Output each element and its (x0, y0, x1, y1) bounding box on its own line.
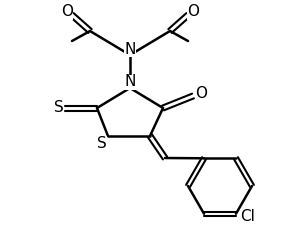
Text: O: O (195, 85, 207, 101)
Text: O: O (61, 4, 73, 20)
Text: N: N (124, 42, 136, 56)
Text: S: S (97, 135, 107, 151)
Text: Cl: Cl (241, 209, 256, 224)
Text: S: S (54, 101, 64, 115)
Text: O: O (187, 4, 199, 20)
Text: N: N (124, 75, 136, 89)
